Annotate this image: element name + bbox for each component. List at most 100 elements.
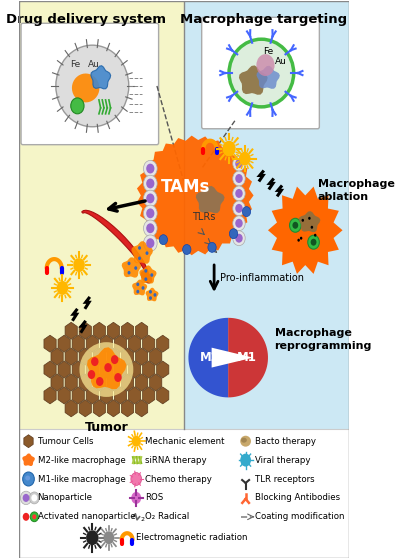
- Circle shape: [143, 176, 157, 192]
- Circle shape: [146, 209, 154, 218]
- Circle shape: [127, 271, 131, 274]
- Circle shape: [73, 258, 85, 272]
- Polygon shape: [91, 66, 111, 89]
- Circle shape: [149, 296, 152, 300]
- Circle shape: [86, 530, 99, 545]
- Circle shape: [300, 236, 302, 240]
- Ellipse shape: [56, 45, 129, 127]
- Text: Pro-inflammation: Pro-inflammation: [220, 273, 304, 283]
- Ellipse shape: [240, 435, 251, 447]
- Polygon shape: [87, 347, 127, 389]
- Circle shape: [23, 494, 29, 502]
- Circle shape: [235, 219, 243, 228]
- Circle shape: [144, 269, 147, 273]
- Text: Au: Au: [275, 56, 287, 65]
- Polygon shape: [184, 1, 349, 429]
- FancyBboxPatch shape: [202, 17, 319, 129]
- Ellipse shape: [140, 271, 152, 283]
- Ellipse shape: [229, 39, 294, 107]
- Circle shape: [146, 164, 154, 173]
- Text: Nanoparticle: Nanoparticle: [38, 494, 93, 503]
- Circle shape: [111, 355, 119, 364]
- Text: Tumor: Tumor: [84, 421, 128, 434]
- Circle shape: [146, 238, 154, 248]
- Polygon shape: [131, 241, 153, 264]
- Text: Viral therapy: Viral therapy: [255, 456, 310, 465]
- Polygon shape: [132, 280, 147, 295]
- Circle shape: [132, 435, 141, 447]
- Polygon shape: [228, 318, 268, 397]
- Text: Drug delivery system: Drug delivery system: [6, 13, 166, 26]
- Circle shape: [235, 159, 243, 168]
- Polygon shape: [82, 210, 148, 278]
- Circle shape: [240, 454, 251, 467]
- Circle shape: [88, 370, 95, 379]
- Circle shape: [311, 226, 313, 229]
- Circle shape: [297, 239, 300, 241]
- Polygon shape: [20, 429, 349, 558]
- Circle shape: [96, 377, 103, 386]
- Circle shape: [242, 207, 251, 216]
- Circle shape: [239, 151, 251, 165]
- Polygon shape: [188, 318, 228, 397]
- Circle shape: [154, 293, 156, 297]
- Text: O₂ Radical: O₂ Radical: [145, 512, 189, 522]
- Text: M2-like macrophage: M2-like macrophage: [38, 456, 125, 465]
- Ellipse shape: [80, 342, 133, 397]
- Circle shape: [233, 231, 245, 245]
- Circle shape: [30, 512, 38, 522]
- Text: Blocking Antibodies: Blocking Antibodies: [255, 494, 340, 503]
- Circle shape: [256, 54, 275, 76]
- Text: TAMs: TAMs: [160, 178, 210, 196]
- Text: Fe: Fe: [70, 60, 81, 69]
- Circle shape: [136, 282, 139, 286]
- Ellipse shape: [25, 476, 30, 481]
- Circle shape: [308, 235, 319, 249]
- Circle shape: [31, 494, 37, 501]
- Circle shape: [289, 219, 301, 232]
- Polygon shape: [122, 257, 141, 278]
- Circle shape: [71, 98, 84, 114]
- Circle shape: [143, 160, 157, 177]
- Polygon shape: [196, 186, 224, 213]
- Text: Mechanic element: Mechanic element: [145, 437, 225, 446]
- Polygon shape: [146, 288, 158, 301]
- Circle shape: [146, 224, 154, 233]
- Circle shape: [235, 204, 243, 213]
- Text: Au: Au: [88, 60, 100, 69]
- Text: Electromagnetic radiation: Electromagnetic radiation: [136, 533, 248, 542]
- Text: siRNA therapy: siRNA therapy: [145, 456, 207, 465]
- Text: TLR receptors: TLR receptors: [255, 475, 314, 484]
- Text: Bacto therapy: Bacto therapy: [255, 437, 316, 446]
- Circle shape: [314, 234, 316, 236]
- Circle shape: [127, 262, 131, 265]
- Text: 2: 2: [140, 517, 144, 522]
- Polygon shape: [72, 73, 100, 102]
- Text: Macrophage
ablation: Macrophage ablation: [318, 179, 394, 202]
- Circle shape: [222, 141, 236, 157]
- Text: M2: M2: [200, 351, 220, 364]
- Circle shape: [146, 193, 154, 203]
- Circle shape: [150, 273, 153, 277]
- Text: M1-like macrophage: M1-like macrophage: [38, 475, 125, 484]
- Circle shape: [91, 357, 99, 366]
- Circle shape: [57, 281, 68, 295]
- Text: Tumour Cells: Tumour Cells: [38, 437, 93, 446]
- Circle shape: [142, 286, 144, 290]
- Circle shape: [149, 290, 152, 293]
- Circle shape: [143, 235, 157, 252]
- Text: Activated nanoparticle: Activated nanoparticle: [38, 512, 135, 522]
- Circle shape: [235, 234, 243, 243]
- Circle shape: [146, 178, 154, 188]
- Text: Chemo therapy: Chemo therapy: [145, 475, 212, 484]
- Circle shape: [233, 186, 245, 201]
- Circle shape: [138, 246, 141, 250]
- Circle shape: [293, 222, 298, 229]
- Text: Coating modification: Coating modification: [255, 512, 344, 522]
- Polygon shape: [239, 65, 268, 94]
- Circle shape: [311, 239, 316, 245]
- Circle shape: [134, 266, 137, 270]
- Circle shape: [183, 244, 191, 254]
- Circle shape: [20, 491, 31, 505]
- Circle shape: [131, 472, 142, 485]
